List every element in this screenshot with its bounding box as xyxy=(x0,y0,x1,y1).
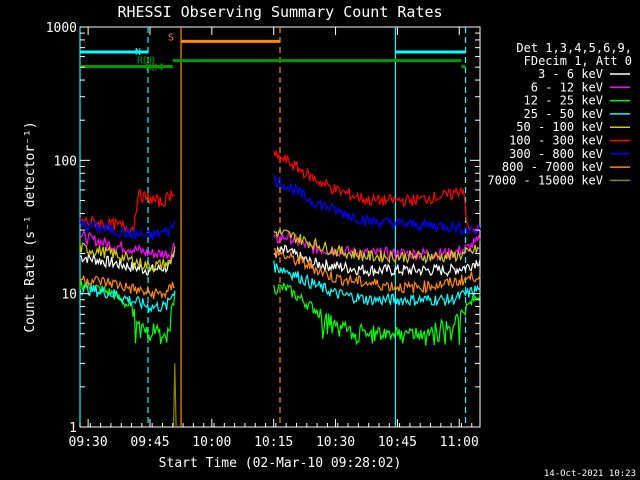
series-line-1 xyxy=(79,230,481,262)
series-line-3 xyxy=(79,260,481,314)
y-tick-label-3: 1000 xyxy=(46,21,77,36)
flag-label-s: S xyxy=(168,32,174,43)
legend-label-3: 25 - 50 keV xyxy=(524,107,603,121)
legend-header-0: Det 1,3,4,5,6,9, xyxy=(516,41,632,55)
vertical-markers xyxy=(79,27,467,427)
x-axis: 09:30 09:45 10:00 10:15 10:30 10:45 11:00 xyxy=(69,27,479,450)
flag-label-rd0: RD0 xyxy=(137,56,155,67)
legend-header-1: FDecim 1, Att 0 xyxy=(524,54,632,68)
x-tick-label-2: 10:00 xyxy=(192,435,231,450)
legend-label-4: 50 - 100 keV xyxy=(516,120,603,134)
legend-label-6: 300 - 800 keV xyxy=(509,147,603,161)
chart-title: RHESSI Observing Summary Count Rates xyxy=(117,3,442,21)
flag-label-n: N xyxy=(135,47,141,58)
series-line-8 xyxy=(173,363,177,428)
legend-label-1: 6 - 12 keV xyxy=(531,80,603,94)
series-line-6 xyxy=(79,175,481,241)
series-line-7 xyxy=(79,248,481,300)
x-axis-label: Start Time (02-Mar-10 09:28:02) xyxy=(159,456,402,471)
series-line-5 xyxy=(79,150,481,235)
x-tick-label-6: 11:00 xyxy=(440,435,479,450)
x-tick-label-4: 10:30 xyxy=(316,435,355,450)
x-tick-label-5: 10:45 xyxy=(378,435,417,450)
timestamp: 14-Oct-2021 10:23 xyxy=(544,469,636,479)
y-axis: 1 10 100 1000 xyxy=(46,21,480,436)
legend-label-5: 100 - 300 keV xyxy=(509,134,603,148)
x-tick-label-1: 09:45 xyxy=(130,435,169,450)
series-lines xyxy=(79,150,481,428)
legend-label-8: 7000 - 15000 keV xyxy=(487,173,603,187)
legend-label-0: 3 - 6 keV xyxy=(538,67,603,81)
legend-label-7: 800 - 7000 keV xyxy=(502,160,603,174)
y-tick-label-0: 1 xyxy=(69,421,77,436)
y-tick-label-1: 10 xyxy=(61,288,77,303)
y-tick-label-2: 100 xyxy=(54,154,77,169)
y-axis-label: Count Rate (s⁻¹ detector⁻¹) xyxy=(23,121,38,332)
x-tick-label-0: 09:30 xyxy=(69,435,108,450)
legend: Det 1,3,4,5,6,9,FDecim 1, Att 03 - 6 keV… xyxy=(487,41,632,187)
flag-label-rd4: RD4 xyxy=(146,63,164,74)
x-tick-label-3: 10:15 xyxy=(254,435,293,450)
legend-label-2: 12 - 25 keV xyxy=(524,94,603,108)
series-line-4 xyxy=(79,227,481,272)
